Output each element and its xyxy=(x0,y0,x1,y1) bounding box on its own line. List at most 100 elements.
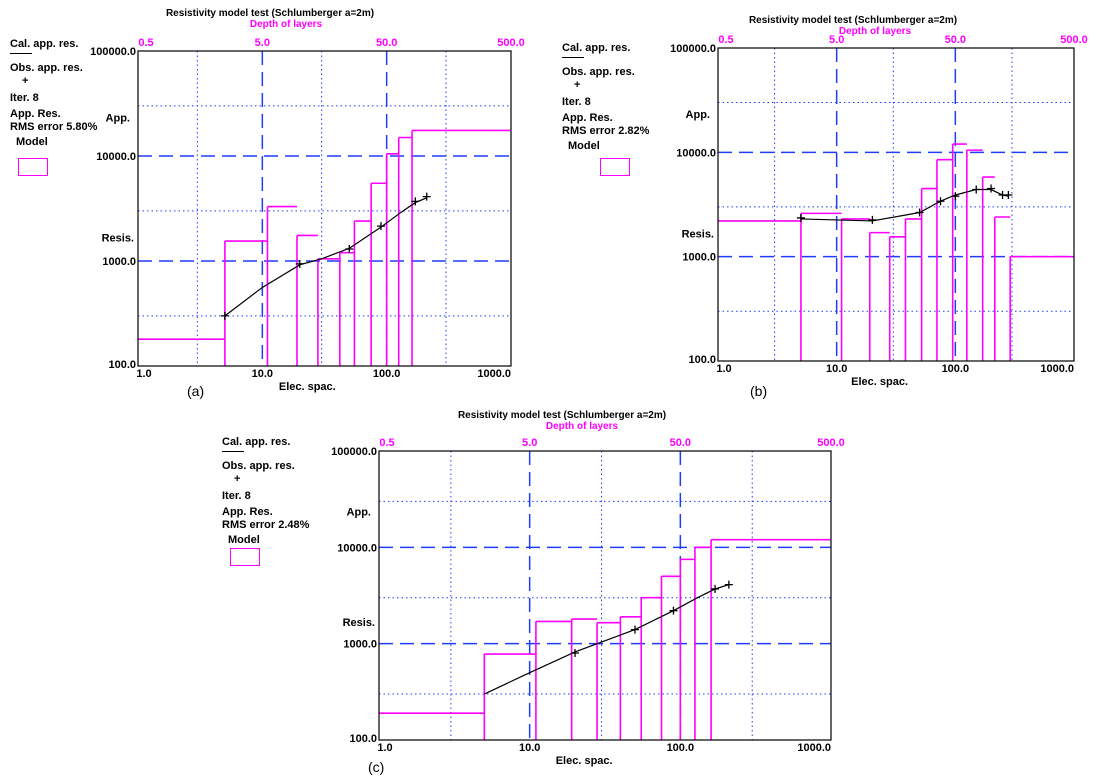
rms-error-label: RMS error 5.80% xyxy=(10,121,98,133)
rms-error-label: RMS error 2.82% xyxy=(562,125,650,137)
subfigure-label: (b) xyxy=(750,383,768,399)
plot-frame xyxy=(717,47,1075,362)
iteration-label: Iter. 8 xyxy=(10,92,39,104)
chart-title: Resistivity model test (Schlumberger a=2… xyxy=(165,8,375,19)
observed-point xyxy=(724,580,733,589)
y-tick-label: 10000.0 xyxy=(96,151,136,163)
legend-observed-marker: + xyxy=(574,79,581,91)
legend: Cal. app. res. Obs. app. res. + Iter. 8 … xyxy=(222,436,309,547)
rms-error-label: RMS error 2.48% xyxy=(222,519,310,531)
observed-point xyxy=(220,311,229,320)
legend-observed-label: Obs. app. res. xyxy=(222,460,295,472)
y-tick-label: 100000.0 xyxy=(90,46,136,58)
chart-plot-c: 1.0 10.0 100.0 1000.0 100.0 1000.0 10000.0 1000… xyxy=(331,437,845,767)
app-res-label: App. Res. xyxy=(222,506,273,518)
depth-tick-label: 500.0 xyxy=(817,437,845,449)
observed-point xyxy=(796,213,805,222)
chart-title: Resistivity model test (Schlumberger a=2… xyxy=(748,15,958,26)
chart-plot-b: 1.0 10.0 100.0 1000.0 100.0 1000.0 10000.0 1000… xyxy=(670,34,1088,388)
depth-tick-label: 5.0 xyxy=(255,37,270,49)
legend-calculated-line xyxy=(222,451,244,452)
observed-point xyxy=(376,222,385,231)
depth-tick-label: 5.0 xyxy=(829,34,844,46)
depth-tick-label: 5.0 xyxy=(522,437,537,449)
y-tick-label: 1000.0 xyxy=(682,252,716,264)
depth-tick-label: 0.5 xyxy=(379,437,394,449)
legend-calculated-line xyxy=(562,57,584,58)
y-tick-label: 1000.0 xyxy=(343,639,377,651)
legend-calculated-label: Cal. app. res. xyxy=(222,436,291,448)
y-tick-label: 100000.0 xyxy=(331,446,377,458)
x-tick-label: 100.0 xyxy=(942,363,970,375)
y-axis-label-top: App. xyxy=(106,112,130,124)
model-series xyxy=(718,143,1074,361)
plot-frame xyxy=(137,50,512,367)
calculated-series xyxy=(224,197,427,317)
x-tick-label: 1.0 xyxy=(716,363,731,375)
depth-axis-title: Depth of layers xyxy=(545,421,619,432)
y-tick-label: 100.0 xyxy=(108,359,136,371)
x-axis-label: Elec. spac. xyxy=(851,376,908,388)
chart-plot-a: 1.0 10.0 100.0 1000.0 100.0 1000.0 10000.0 1000… xyxy=(90,37,525,393)
observed-point xyxy=(972,185,981,194)
iteration-label: Iter. 8 xyxy=(562,96,591,108)
app-res-label: App. Res. xyxy=(10,108,61,120)
observed-point xyxy=(422,192,431,201)
depth-axis-title: Depth of layers xyxy=(249,19,323,30)
depth-tick-label: 0.5 xyxy=(138,37,153,49)
subfigure-label: (a) xyxy=(187,383,205,399)
depth-tick-label: 0.5 xyxy=(718,34,733,46)
observed-point xyxy=(1004,190,1013,199)
observed-point xyxy=(295,259,304,268)
observed-point xyxy=(951,192,960,201)
chart-panel-a: Resistivity model test (Schlumberger a=2… xyxy=(0,0,540,400)
legend-model-label: Model xyxy=(16,136,48,148)
observed-point xyxy=(936,197,945,206)
legend-model-swatch xyxy=(230,548,260,566)
y-axis-label-bottom: Resis. xyxy=(682,228,714,240)
y-tick-label: 100.0 xyxy=(349,733,377,745)
observed-point xyxy=(345,245,354,254)
depth-tick-label: 50.0 xyxy=(670,437,691,449)
x-axis-label: Elec. spac. xyxy=(279,381,336,393)
y-axis-label-bottom: Resis. xyxy=(102,233,134,245)
legend: Cal. app. res. Obs. app. res. + Iter. 8 … xyxy=(562,42,649,153)
model-series xyxy=(379,538,831,740)
y-tick-label: 1000.0 xyxy=(102,256,136,268)
x-tick-label: 1.0 xyxy=(136,368,151,380)
depth-tick-label: 50.0 xyxy=(945,34,966,46)
legend-calculated-line xyxy=(10,53,32,54)
legend-observed-marker: + xyxy=(22,75,29,87)
legend-model-label: Model xyxy=(228,534,260,546)
y-tick-label: 100000.0 xyxy=(670,43,716,55)
observed-point xyxy=(630,625,639,634)
y-axis-label-top: App. xyxy=(347,506,371,518)
observed-point xyxy=(987,184,996,193)
observed-point xyxy=(711,584,720,593)
x-tick-label: 1000.0 xyxy=(1040,363,1074,375)
y-tick-label: 10000.0 xyxy=(337,542,377,554)
observed-point xyxy=(915,208,924,217)
iteration-label: Iter. 8 xyxy=(222,490,251,502)
calculated-series xyxy=(800,188,1009,222)
x-tick-label: 1000.0 xyxy=(477,368,511,380)
depth-axis-title: Depth of layers xyxy=(838,26,912,37)
x-tick-label: 1.0 xyxy=(377,742,392,754)
observed-point xyxy=(411,197,420,206)
model-series xyxy=(138,129,511,366)
depth-tick-label: 500.0 xyxy=(497,37,525,49)
plot-frame xyxy=(378,450,832,741)
depth-tick-label: 500.0 xyxy=(1060,34,1088,46)
x-axis-label: Elec. spac. xyxy=(556,755,613,767)
legend-calculated-label: Cal. app. res. xyxy=(562,42,631,54)
chart-panel-c: Resistivity model test (Schlumberger a=2… xyxy=(210,402,850,778)
legend-observed-label: Obs. app. res. xyxy=(562,66,635,78)
legend-calculated-label: Cal. app. res. xyxy=(10,38,79,50)
depth-tick-label: 50.0 xyxy=(376,37,397,49)
legend-model-swatch xyxy=(600,158,630,176)
chart-title: Resistivity model test (Schlumberger a=2… xyxy=(457,410,667,421)
observed-point xyxy=(571,649,580,658)
x-tick-label: 10.0 xyxy=(519,742,540,754)
legend-model-swatch xyxy=(18,158,48,176)
x-tick-label: 1000.0 xyxy=(797,742,831,754)
